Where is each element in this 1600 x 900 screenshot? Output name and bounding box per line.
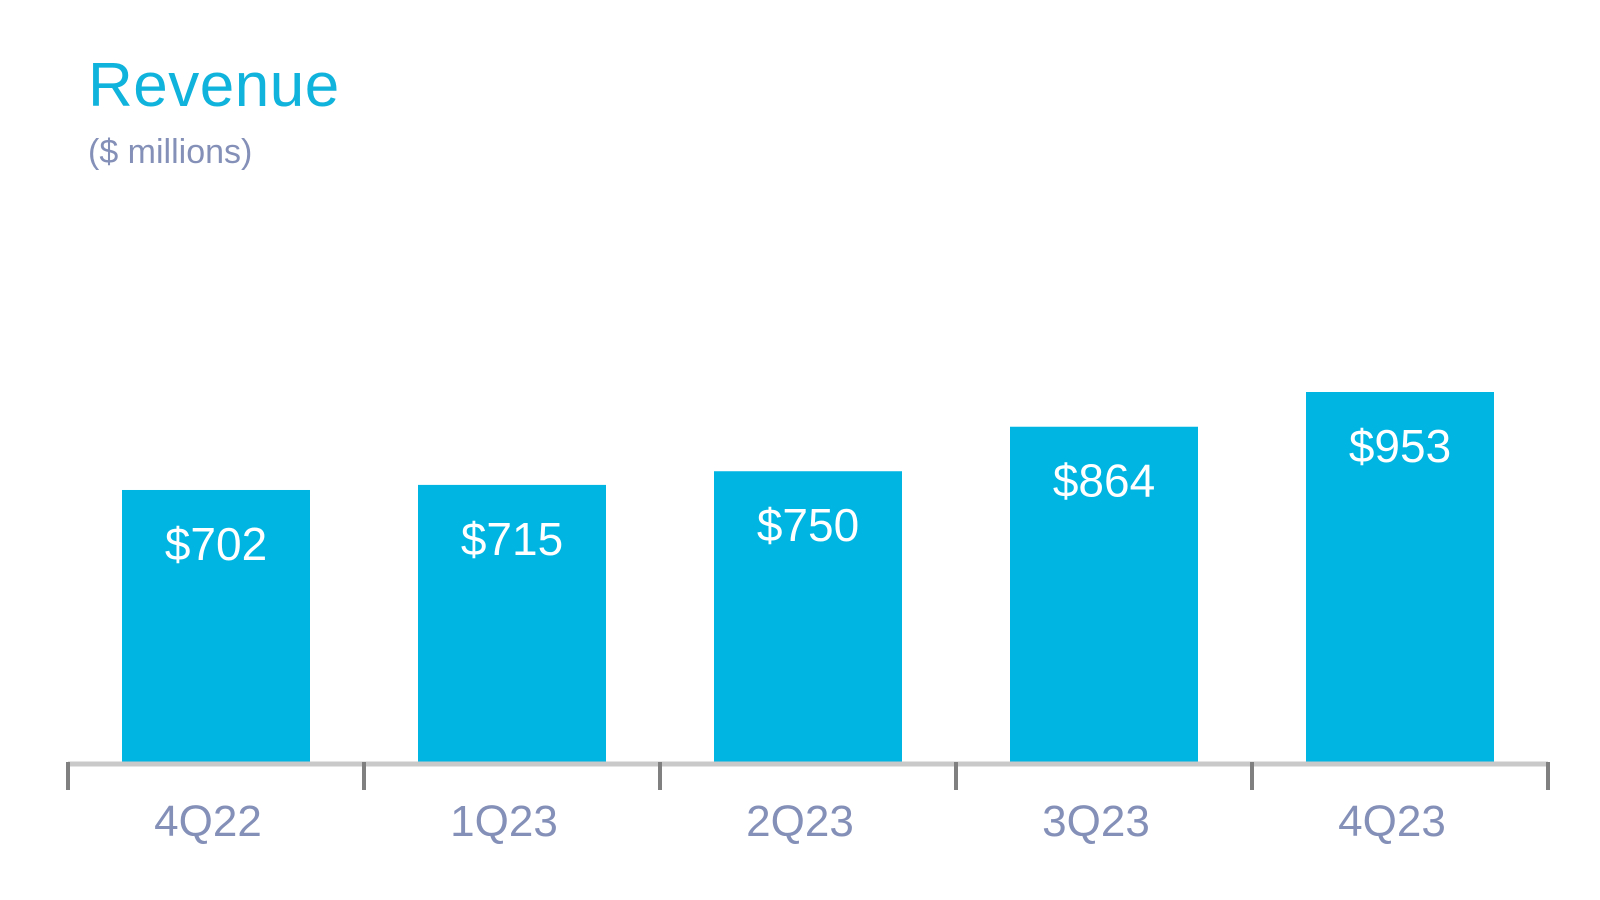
x-axis [66,761,1550,790]
bars-layer: $702 $715 $750 $864 $953 [122,392,1494,764]
bar-2Q23 [714,471,902,764]
bar-value-label: $702 [165,518,267,570]
bar-1Q23 [418,484,606,764]
bar-value-label: $715 [461,513,563,565]
category-label: 4Q22 [154,797,262,846]
bar-value-label: $953 [1349,420,1451,472]
chart-title: Revenue [88,51,340,120]
category-label: 1Q23 [450,797,558,846]
bar-value-label: $750 [757,499,859,551]
bar-4Q23 [1306,392,1494,764]
chart-subtitle: ($ millions) [88,133,253,171]
category-label: 2Q23 [746,797,854,846]
category-labels: 4Q22 1Q23 2Q23 3Q23 4Q23 [154,797,1446,846]
bar-3Q23 [1010,426,1198,764]
bar-value-label: $864 [1053,455,1155,507]
category-label: 4Q23 [1338,797,1446,846]
bar-4Q22 [122,489,310,764]
category-label: 3Q23 [1042,797,1150,846]
